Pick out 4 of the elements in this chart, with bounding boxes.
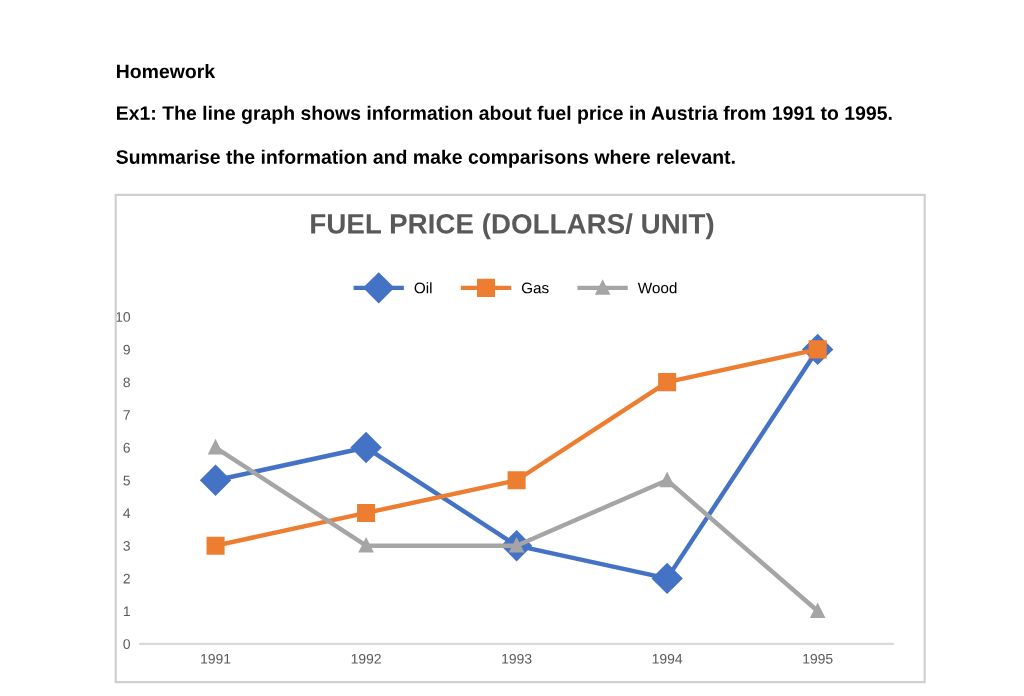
text: Homework	[117, 64, 216, 79]
text: Summarise the information and make comparisons where relevant.	[116, 149, 735, 168]
text: Ex1: The line graph shows information about fuel price in Austria from 1991 to 1995.	[117, 105, 892, 124]
chart-title: FUEL PRICE (DOLLARS/ UNIT)	[311, 213, 714, 240]
